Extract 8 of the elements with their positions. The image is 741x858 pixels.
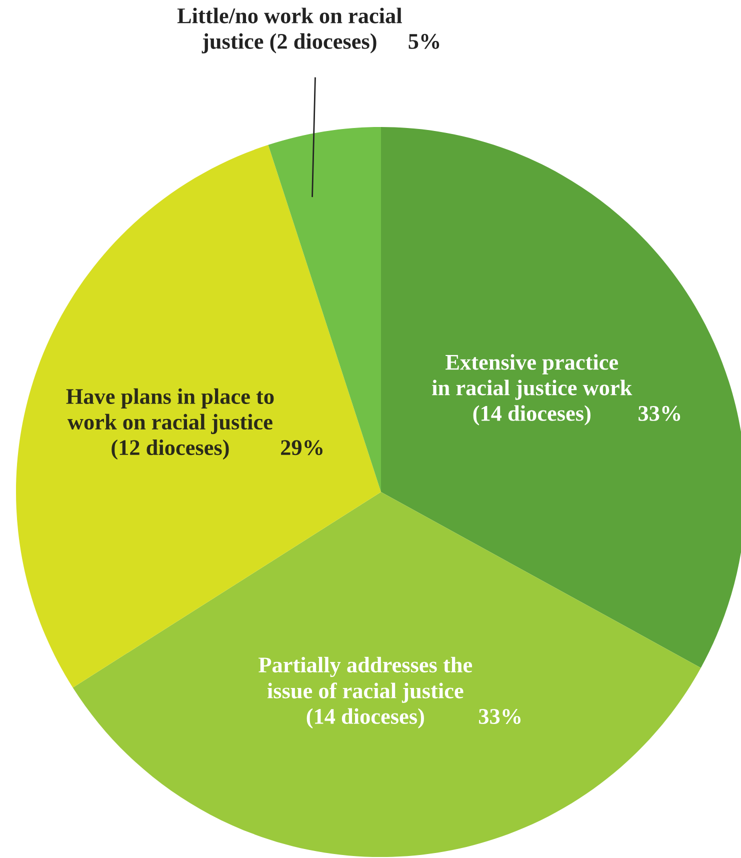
data-label: 33% bbox=[479, 708, 521, 724]
slice-label: Extensive practice in racial justice work (14 dioceses) bbox=[432, 354, 632, 426]
data-label: 29% bbox=[281, 440, 322, 456]
slice-label: Have plans in place to work on racial justice (12 dioceses) bbox=[66, 388, 274, 460]
data-label: 5% bbox=[408, 34, 440, 49]
slice-label: Partially addresses the issue of racial justice (14 dioceses) bbox=[258, 656, 472, 728]
data-label: 33% bbox=[638, 406, 680, 421]
slice-label: Little/no work on racial justice (2 dioceses) bbox=[177, 8, 402, 54]
